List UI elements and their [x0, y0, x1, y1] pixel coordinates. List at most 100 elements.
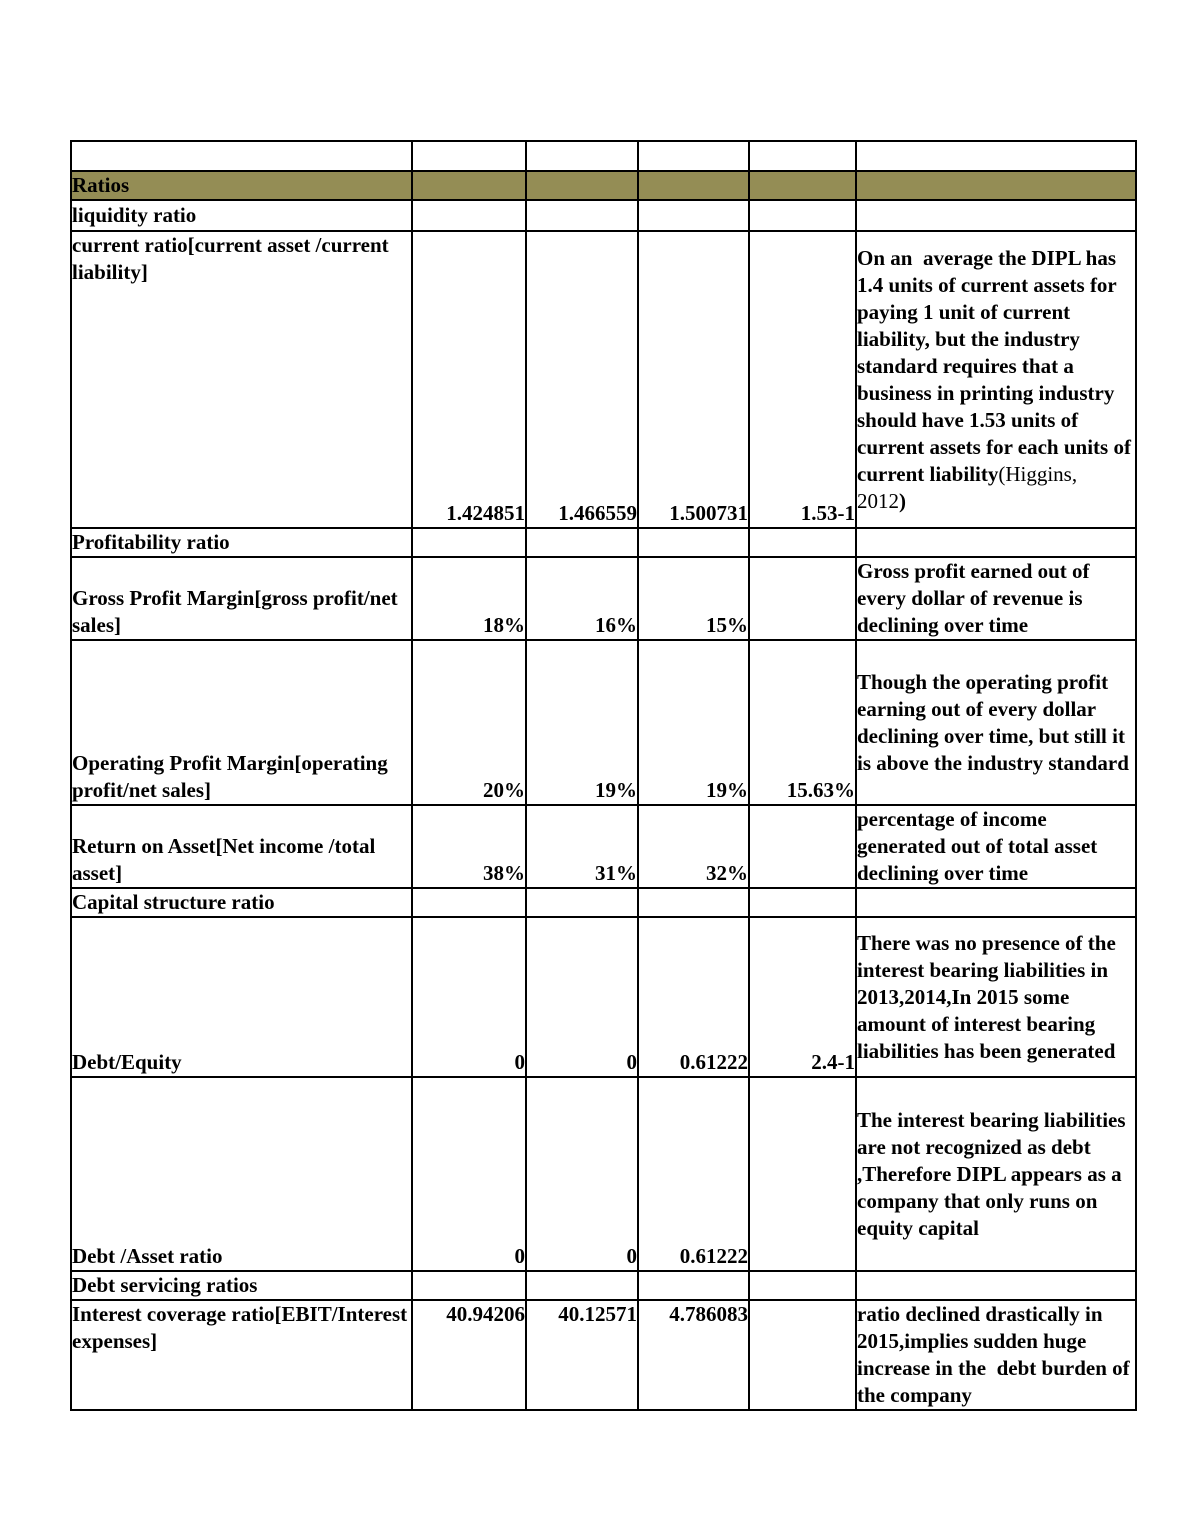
comment-text: ratio declined drastically in 2015,impli… — [857, 1302, 1130, 1407]
comment-cell — [855, 887, 1137, 918]
comment-cell: percentage of income generated out of to… — [855, 804, 1137, 889]
value-cell-1: 18% — [411, 556, 527, 641]
value-cell-1 — [411, 170, 527, 201]
value-cell-3 — [637, 887, 750, 918]
table-row: Interest coverage ratio[EBIT/Interest ex… — [70, 1299, 1137, 1411]
value-cell-4 — [748, 199, 857, 232]
value-cell-2: 19% — [525, 639, 639, 806]
value-cell-3 — [637, 170, 750, 201]
value-cell-1: 0 — [411, 916, 527, 1078]
ratios-table: Ratios liquidity ratio current ratio[curre… — [70, 140, 1137, 1411]
value-cell-4: 1.53-1 — [748, 230, 857, 529]
value-cell-1 — [411, 887, 527, 918]
value-cell-2: 0 — [525, 916, 639, 1078]
value-cell-4: 15.63% — [748, 639, 857, 806]
value-cell-3: 4.786083 — [637, 1299, 750, 1411]
value-cell-3 — [637, 527, 750, 558]
table-row: current ratio[current asset /current lia… — [70, 230, 1137, 529]
value-cell-1 — [411, 140, 527, 172]
value-cell-4 — [748, 1270, 857, 1301]
value-cell-3: 0.61222 — [637, 916, 750, 1078]
ratio-label-cell — [70, 140, 413, 172]
value-cell-2 — [525, 887, 639, 918]
comment-cell: On an average the DIPL has 1.4 units of … — [855, 230, 1137, 529]
table-row: Debt servicing ratios — [70, 1270, 1137, 1301]
table-title-cell: Ratios — [70, 170, 413, 201]
value-cell-2: 1.466559 — [525, 230, 639, 529]
value-cell-1 — [411, 527, 527, 558]
ratio-label-cell: Debt/Equity — [70, 916, 413, 1078]
table-row: Operating Profit Margin[operating profit… — [70, 639, 1137, 806]
ratio-label-cell: current ratio[current asset /current lia… — [70, 230, 413, 529]
value-cell-4 — [748, 140, 857, 172]
value-cell-3 — [637, 199, 750, 232]
value-cell-1: 1.424851 — [411, 230, 527, 529]
comment-text: The interest bearing liabilities are not… — [857, 1107, 1126, 1240]
table-row: Ratios — [70, 170, 1137, 201]
value-cell-2 — [525, 1270, 639, 1301]
section-label-cell: Capital structure ratio — [70, 887, 413, 918]
ratio-label-cell: Debt /Asset ratio — [70, 1076, 413, 1272]
value-cell-2: 40.12571 — [525, 1299, 639, 1411]
comment-cell: There was no presence of the interest be… — [855, 916, 1137, 1078]
value-cell-3: 19% — [637, 639, 750, 806]
table-row: Capital structure ratio — [70, 887, 1137, 918]
table-row — [70, 140, 1137, 172]
value-cell-4 — [748, 527, 857, 558]
comment-cell: The interest bearing liabilities are not… — [855, 1076, 1137, 1272]
value-cell-2 — [525, 527, 639, 558]
table-row: Debt/Equity 0 0 0.61222 2.4-1 There was no pr… — [70, 916, 1137, 1078]
value-cell-4 — [748, 556, 857, 641]
table-row: Debt /Asset ratio 0 0 0.61222 The interest b… — [70, 1076, 1137, 1272]
value-cell-4 — [748, 804, 857, 889]
comment-text: ) — [899, 488, 906, 513]
section-label-cell: liquidity ratio — [70, 199, 413, 232]
value-cell-3: 1.500731 — [637, 230, 750, 529]
ratio-label-cell: Gross Profit Margin[gross profit/net sal… — [70, 556, 413, 641]
comment-cell: Though the operating profit earning out … — [855, 639, 1137, 806]
value-cell-1: 20% — [411, 639, 527, 806]
value-cell-2: 0 — [525, 1076, 639, 1272]
table-row: Gross Profit Margin[gross profit/net sal… — [70, 556, 1137, 641]
value-cell-1 — [411, 1270, 527, 1301]
value-cell-3: 32% — [637, 804, 750, 889]
comment-text: percentage of income generated out of to… — [857, 807, 1098, 885]
comment-text: Gross profit earned out of every dollar … — [857, 559, 1090, 637]
value-cell-2 — [525, 140, 639, 172]
section-label-cell: Profitability ratio — [70, 527, 413, 558]
value-cell-2 — [525, 170, 639, 201]
value-cell-2: 31% — [525, 804, 639, 889]
value-cell-1: 0 — [411, 1076, 527, 1272]
value-cell-2 — [525, 199, 639, 232]
comment-cell: Gross profit earned out of every dollar … — [855, 556, 1137, 641]
value-cell-2: 16% — [525, 556, 639, 641]
comment-cell — [855, 527, 1137, 558]
comment-cell: ratio declined drastically in 2015,impli… — [855, 1299, 1137, 1411]
ratios-table-body: Ratios liquidity ratio current ratio[curre… — [70, 140, 1137, 1411]
value-cell-4 — [748, 1076, 857, 1272]
value-cell-4 — [748, 1299, 857, 1411]
citation-text: (Higgins, 2012 — [857, 461, 1083, 513]
ratio-label-cell: Operating Profit Margin[operating profit… — [70, 639, 413, 806]
comment-text: Though the operating profit earning out … — [857, 669, 1129, 775]
comment-cell — [855, 140, 1137, 172]
table-row: Return on Asset[Net income /total asset]… — [70, 804, 1137, 889]
value-cell-4: 2.4-1 — [748, 916, 857, 1078]
comment-text: There was no presence of the interest be… — [857, 930, 1116, 1063]
table-row: liquidity ratio — [70, 199, 1137, 232]
comment-cell — [855, 199, 1137, 232]
value-cell-3 — [637, 1270, 750, 1301]
comment-cell — [855, 170, 1137, 201]
comment-cell — [855, 1270, 1137, 1301]
value-cell-1 — [411, 199, 527, 232]
value-cell-3: 0.61222 — [637, 1076, 750, 1272]
value-cell-4 — [748, 170, 857, 201]
section-label-cell: Debt servicing ratios — [70, 1270, 413, 1301]
ratio-label-cell: Return on Asset[Net income /total asset] — [70, 804, 413, 889]
value-cell-3 — [637, 140, 750, 172]
table-row: Profitability ratio — [70, 527, 1137, 558]
value-cell-4 — [748, 887, 857, 918]
value-cell-1: 40.94206 — [411, 1299, 527, 1411]
comment-text: On an average the DIPL has 1.4 units of … — [857, 245, 1131, 486]
